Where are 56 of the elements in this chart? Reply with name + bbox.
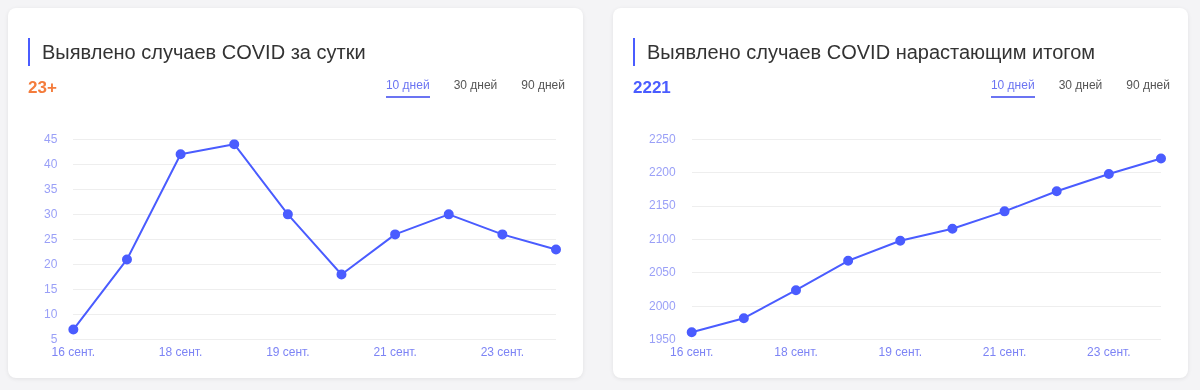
text: 30 дней (1058, 78, 1103, 94)
point (282, 209, 293, 220)
y-tick-label: 40 (43, 156, 58, 171)
point (686, 327, 697, 338)
x-tick-label: 19 сент. (878, 345, 923, 360)
text: 10 дней (990, 78, 1035, 98)
y-tick-label: 10 (43, 306, 58, 321)
text: 30 дней (453, 78, 498, 94)
y-tick-label: 2200 (648, 164, 677, 179)
x-tick-label: 23 сент. (480, 345, 525, 360)
point (229, 139, 240, 150)
x-tick-label: 16 сент. (51, 345, 96, 360)
point (947, 223, 958, 234)
y-tick-label: 15 (43, 281, 58, 296)
point (1051, 186, 1062, 197)
point (843, 255, 854, 266)
point (790, 285, 801, 296)
text: 10 дней (385, 78, 430, 98)
point (336, 269, 347, 280)
chart-title: Выявлено случаев COVID нарастающим итогом (633, 38, 1096, 66)
y-tick-label: 5 (50, 331, 58, 346)
text: 90 дней (1126, 78, 1170, 94)
y-tick-label: 2100 (648, 231, 677, 246)
x-tick-label: 18 сент. (774, 345, 818, 360)
point (999, 206, 1010, 217)
chart-subtitle: 2221 (633, 78, 671, 98)
y-tick-label: 25 (43, 231, 58, 246)
x-tick-label: 18 сент. (158, 345, 203, 360)
y-tick-label: 35 (43, 181, 58, 196)
point (1103, 168, 1114, 179)
chart-title: Выявлено случаев COVID за сутки (28, 38, 366, 66)
x-tick-label: 19 сент. (266, 345, 310, 360)
point (443, 209, 454, 220)
x-tick-label: 16 сент. (669, 345, 714, 360)
x-tick-label: 23 сент. (1087, 345, 1131, 360)
text: 90 дней (521, 78, 565, 94)
y-tick-label: 2000 (648, 298, 677, 313)
y-tick-label: 1950 (648, 331, 677, 346)
point (175, 149, 186, 160)
y-tick-label: 2050 (648, 265, 677, 280)
point (497, 229, 508, 240)
y-tick-label: 30 (43, 206, 58, 221)
point (68, 324, 79, 335)
y-tick-label: 2150 (648, 198, 677, 213)
x-tick-label: 21 сент. (373, 345, 417, 360)
y-tick-label: 2250 (648, 131, 677, 146)
x-tick-label: 21 сент. (982, 345, 1027, 360)
y-tick-label: 20 (43, 256, 58, 271)
point (1156, 153, 1166, 164)
point (390, 229, 401, 240)
point (121, 254, 132, 265)
point (895, 235, 906, 246)
chart-subtitle: 23+ (28, 78, 57, 98)
point (551, 244, 561, 255)
point (738, 313, 749, 324)
y-tick-label: 45 (43, 131, 58, 146)
